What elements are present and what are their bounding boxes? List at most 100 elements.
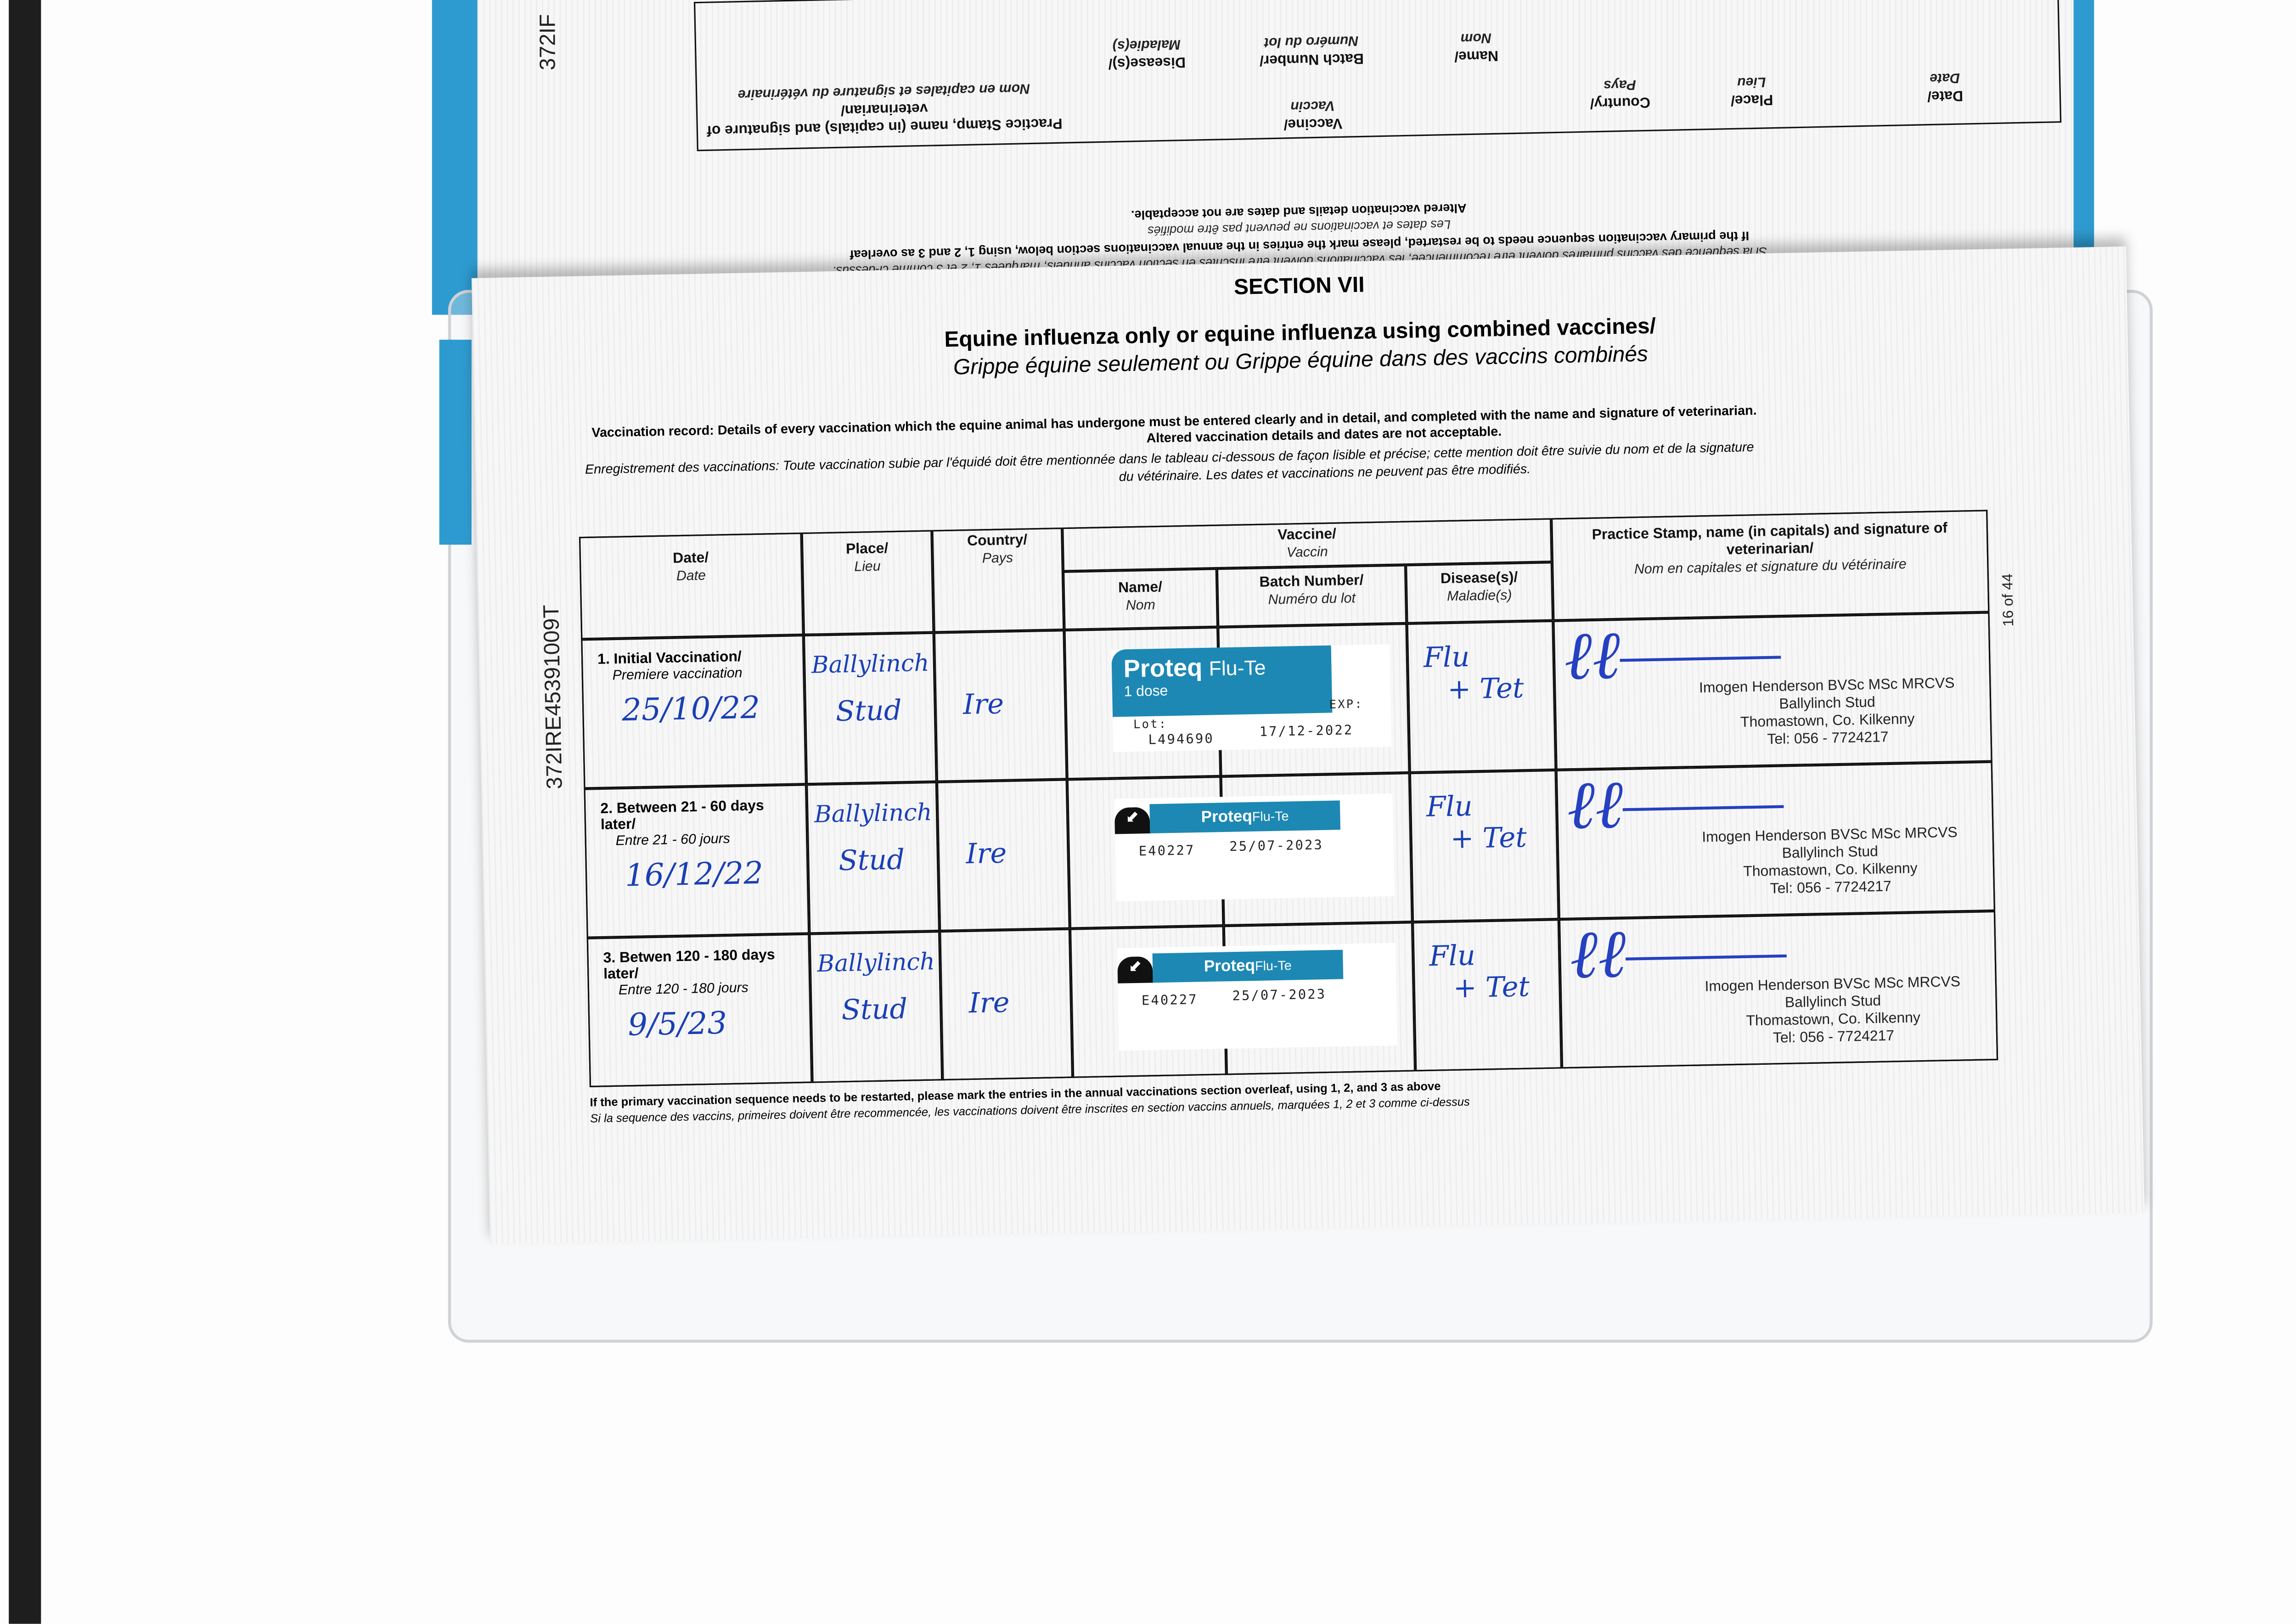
handwritten-country: Ire — [968, 987, 1010, 1020]
country-cell: Ire — [940, 928, 1073, 1081]
header-text-fr: Maladie(s) — [1112, 35, 1181, 53]
sticker-exp: 25/07-2023 — [1232, 988, 1327, 1005]
main-page: SECTION VII Equine influenza only or equ… — [471, 246, 2145, 1245]
row-label-fr: Entre 21 - 60 jours — [615, 831, 731, 850]
handwritten-place: Ballylinch — [814, 798, 933, 828]
page-number: 16 of 44 — [2000, 573, 2018, 627]
sticker-band: ProteqFlu-Te — [1149, 800, 1341, 834]
header-text-fr: Numéro du lot — [1264, 32, 1359, 50]
sticker-exp: 17/12-2022 — [1259, 724, 1354, 741]
vaccine-sticker: Proteq Flu-Te 1 dose Lot: EXP: L494690 17/12-… — [1111, 644, 1392, 753]
sticker-dose: 1 dose — [1124, 684, 1168, 701]
table-row: 3. Betwen 120 - 180 days later/ Entre 12… — [586, 910, 1998, 1088]
place-cell: Ballylinch Stud — [809, 931, 943, 1083]
header-place: Place/Lieu — [801, 530, 934, 635]
sticker-exp: 25/07-2023 — [1229, 838, 1324, 855]
upper-id-fragment: 372IF — [536, 14, 561, 71]
sticker-band: Proteq Flu-Te 1 dose — [1111, 645, 1333, 717]
sticker-product: Flu-Te — [1255, 958, 1292, 974]
upper-page: Date/Date Place/Lieu Country/Pays Vaccin… — [477, 0, 2074, 300]
handwritten-disease: Flu — [1426, 790, 1473, 824]
header-text-fr: Maladie(s) — [1446, 588, 1512, 605]
handwritten-date: 25/10/22 — [621, 690, 760, 728]
header-text-fr: Lieu — [854, 559, 881, 576]
header-text: Place/ — [845, 541, 889, 558]
sticker-band: ProteqFlu-Te — [1152, 950, 1344, 983]
sticker-brand: Proteq — [1123, 653, 1203, 683]
sticker-lot: E40227 — [1138, 844, 1195, 860]
handwritten-country: Ire — [965, 837, 1007, 871]
handwritten-disease: + Tet — [1450, 821, 1527, 856]
sticker-lot: L494690 — [1148, 732, 1215, 749]
vaccination-table: Date/Date Place/Lieu Country/Pays Vaccin… — [579, 510, 1998, 1088]
country-cell: Ire — [936, 779, 1070, 932]
header-text: Disease(s)/ — [1108, 53, 1186, 71]
header-text: Batch Number/ — [1259, 49, 1364, 68]
upper-name-header: Name/Nom — [1406, 27, 1546, 65]
row-label: 3. Betwen 120 - 180 days later/ — [603, 947, 776, 983]
sticker-arrow-icon: ⬋ — [1117, 956, 1153, 983]
sticker-product: Flu-Te — [1252, 809, 1289, 824]
passport-cover-edge — [439, 339, 472, 545]
date-cell: 3. Betwen 120 - 180 days later/ Entre 12… — [586, 933, 812, 1088]
upper-vaccine-header: Vaccine/Vaccin — [1078, 91, 1548, 136]
handwritten-place: Stud — [838, 844, 905, 878]
header-country: Country/Pays — [932, 527, 1064, 633]
vet-stamp: Imogen Henderson BVSc MSc MRCVS Ballylin… — [1679, 974, 1988, 1050]
row-label-fr: Premiere vaccination — [612, 665, 743, 684]
header-text: Practice Stamp, name (in capitals) and s… — [706, 99, 1063, 138]
header-text: Disease(s)/ — [1440, 570, 1518, 588]
sticker-exp-label: EXP: — [1329, 697, 1364, 712]
header-text: Name/ — [1454, 46, 1499, 64]
upper-batch-header: Batch Number/Numéro du lot — [1223, 29, 1400, 68]
place-cell: Ballylinch Stud — [806, 781, 940, 934]
header-practice: Practice Stamp, name (in capitals) and s… — [1551, 510, 1990, 621]
upper-country-header: Country/Pays — [1561, 73, 1679, 111]
disease-cell: Flu + Tet — [1407, 620, 1556, 773]
header-text-fr: Nom — [1460, 29, 1492, 46]
practice-stamp-cell: ℓℓ Imogen Henderson BVSc MSc MRCVS Bally… — [1556, 761, 1995, 920]
disease-cell: Flu + Tet — [1409, 770, 1559, 922]
upper-practice-header: Practice Stamp, name (in capitals) and s… — [704, 78, 1064, 138]
scanner-edge — [9, 0, 41, 1624]
handwritten-place: Ballylinch — [811, 648, 929, 679]
header-name: Name/Nom — [1063, 568, 1218, 630]
date-cell: 1. Initial Vaccination/ Premiere vaccina… — [581, 635, 807, 789]
header-text: Place/ — [1730, 90, 1773, 108]
vaccine-sticker: ⬋ ProteqFlu-Te E40227 25/07-2023 — [1117, 943, 1397, 1051]
vet-stamp: Imogen Henderson BVSc MSc MRCVS Ballylin… — [1673, 675, 1982, 752]
sticker-lot: E40227 — [1141, 993, 1199, 1010]
disease-cell: Flu + Tet — [1412, 919, 1562, 1072]
header-text: Country/ — [1590, 93, 1651, 111]
row-label-fr: Entre 120 - 180 jours — [618, 980, 749, 999]
header-batch: Batch Number/Numéro du lot — [1216, 565, 1407, 627]
handwritten-disease: Flu — [1423, 641, 1470, 674]
practice-stamp-cell: ℓℓ Imogen Henderson BVSc MSc MRCVS Bally… — [1553, 612, 1992, 770]
handwritten-country: Ire — [962, 688, 1004, 721]
handwritten-place: Stud — [841, 993, 908, 1027]
header-text-fr: Lieu — [1737, 73, 1766, 90]
header-text: Country/ — [967, 532, 1028, 550]
row-label: 2. Between 21 - 60 days later/ — [600, 798, 765, 834]
handwritten-place: Stud — [835, 694, 902, 728]
handwritten-date: 16/12/22 — [625, 855, 764, 893]
sticker-arrow-icon: ⬋ — [1114, 807, 1150, 834]
upper-disease-header: Disease(s)/Maladie(s) — [1077, 34, 1216, 72]
header-text-fr: Pays — [1603, 76, 1637, 93]
sticker-product: Flu-Te — [1209, 655, 1266, 680]
sticker-brand: Proteq — [1204, 957, 1255, 976]
header-text: Name/ — [1118, 579, 1163, 597]
header-text-fr: Date — [676, 568, 706, 585]
header-date: Date/Date — [579, 532, 804, 640]
handwritten-disease: + Tet — [1447, 672, 1525, 706]
upper-date-header: Date/Date — [1842, 66, 2048, 105]
header-text-fr: Numéro du lot — [1268, 590, 1356, 609]
handwritten-disease: Flu — [1429, 940, 1476, 973]
sticker-lot-label: Lot: — [1133, 717, 1168, 731]
passport-id-vertical: 372IRE45391009T — [539, 604, 568, 790]
upper-place-header: Place/Lieu — [1693, 71, 1811, 108]
sticker-brand: Proteq — [1201, 808, 1253, 827]
practice-stamp-cell: ℓℓ Imogen Henderson BVSc MSc MRCVS Bally… — [1559, 910, 1998, 1069]
country-cell: Ire — [934, 630, 1067, 782]
